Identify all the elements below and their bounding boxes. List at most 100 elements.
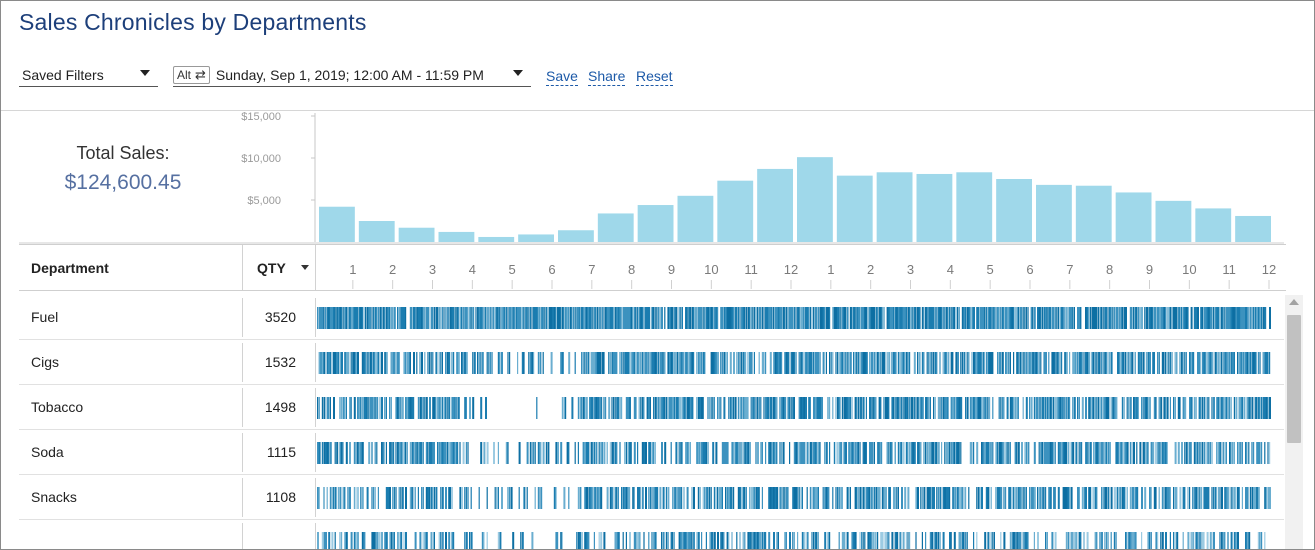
sale-tick (654, 442, 656, 464)
sale-tick (504, 307, 506, 329)
sale-tick (518, 307, 521, 329)
sale-tick (1022, 307, 1024, 329)
sale-tick (837, 307, 839, 329)
scroll-up-icon[interactable] (1289, 299, 1299, 305)
sales-bar[interactable] (996, 179, 1032, 242)
save-link[interactable]: Save (546, 68, 578, 86)
sale-tick (411, 307, 413, 329)
sale-tick (355, 307, 358, 329)
sale-tick (598, 487, 601, 509)
sale-tick (1094, 442, 1097, 464)
sales-bar[interactable] (1155, 200, 1192, 242)
sale-tick (1129, 487, 1131, 509)
share-link[interactable]: Share (588, 68, 626, 86)
sales-bar[interactable] (916, 173, 953, 242)
sale-tick (705, 307, 708, 329)
table-row[interactable]: Soda 1115 (19, 430, 1284, 475)
sale-tick (1027, 442, 1030, 464)
sale-tick (1141, 532, 1143, 549)
sales-bar[interactable] (438, 231, 475, 242)
sale-tick (833, 307, 836, 329)
sale-tick (529, 307, 531, 329)
table-row[interactable]: Snacks 1108 (19, 475, 1284, 520)
sales-bar[interactable] (717, 180, 754, 242)
sale-tick (973, 442, 975, 464)
sales-bar[interactable] (797, 157, 833, 242)
saved-filters-dropdown[interactable]: Saved Filters (19, 63, 158, 87)
sale-tick (838, 532, 840, 549)
sale-tick (1065, 307, 1067, 329)
sales-bar[interactable] (518, 234, 554, 242)
table-row[interactable]: Cigs 1532 (19, 340, 1284, 385)
sales-bar[interactable] (1195, 208, 1232, 242)
sales-bar[interactable] (1036, 184, 1072, 242)
sales-bar[interactable] (1075, 185, 1112, 242)
sales-bar[interactable] (637, 205, 674, 242)
sale-tick (886, 532, 888, 549)
table-row[interactable] (19, 520, 1284, 549)
sale-tick (888, 442, 890, 464)
sale-tick (381, 442, 383, 464)
sale-tick (1230, 442, 1232, 464)
sales-bar[interactable] (876, 172, 913, 242)
sales-bar[interactable] (1235, 215, 1271, 242)
sales-bar[interactable] (677, 195, 714, 242)
table-scrollbar[interactable] (1285, 295, 1303, 549)
qty-column-header[interactable]: QTY (257, 260, 286, 276)
table-row[interactable]: Tobacco 1498 (19, 385, 1284, 430)
sale-tick (385, 442, 387, 464)
sale-tick (1053, 397, 1055, 419)
sale-tick (926, 307, 928, 329)
scroll-thumb[interactable] (1287, 315, 1301, 443)
date-range-dropdown[interactable]: Alt ⇄ Sunday, Sep 1, 2019; 12:00 AM - 11… (173, 63, 531, 87)
sales-bar[interactable] (1115, 192, 1152, 242)
sale-tick (845, 307, 847, 329)
sales-bar[interactable] (558, 230, 594, 242)
sale-tick (760, 307, 762, 329)
sale-tick (534, 307, 537, 329)
sale-tick (507, 307, 509, 329)
sale-tick (616, 442, 618, 464)
sale-tick (406, 442, 408, 464)
sales-bar[interactable] (956, 172, 993, 242)
sale-tick (870, 442, 873, 464)
sale-tick (619, 307, 622, 329)
sale-tick (1229, 352, 1231, 374)
sale-tick (947, 307, 949, 329)
sales-bar[interactable] (478, 236, 515, 242)
sale-tick (336, 442, 339, 464)
sales-bar[interactable] (757, 168, 793, 242)
sales-bar[interactable] (398, 227, 435, 242)
sales-bar[interactable] (597, 213, 634, 242)
chevron-down-icon (513, 70, 523, 76)
sale-tick (1120, 352, 1123, 374)
sale-tick (598, 532, 600, 549)
sale-tick (1059, 307, 1062, 329)
sort-desc-icon[interactable] (301, 265, 309, 270)
table-row[interactable]: Fuel 3520 (19, 295, 1284, 340)
sale-tick (926, 487, 929, 509)
sale-tick (801, 532, 804, 549)
sales-bar[interactable] (836, 175, 873, 242)
sale-tick (598, 352, 601, 374)
sale-tick (963, 532, 965, 549)
department-cell: Snacks (31, 489, 77, 505)
sale-tick (609, 442, 611, 464)
sale-tick (835, 307, 838, 329)
sale-tick (469, 532, 471, 549)
sale-tick (345, 397, 347, 419)
sale-tick (960, 442, 962, 464)
sale-tick (960, 487, 963, 509)
alt-toggle-button[interactable]: Alt ⇄ (173, 65, 210, 84)
sale-tick (645, 352, 647, 374)
sale-tick (328, 352, 331, 374)
sale-tick (1153, 487, 1156, 509)
reset-link[interactable]: Reset (636, 68, 673, 86)
sales-bar[interactable] (358, 221, 395, 242)
sale-tick (353, 352, 356, 374)
sale-tick (1152, 442, 1155, 464)
sales-bar[interactable] (319, 206, 355, 242)
sale-tick (686, 442, 689, 464)
department-column-header[interactable]: Department (31, 260, 109, 276)
